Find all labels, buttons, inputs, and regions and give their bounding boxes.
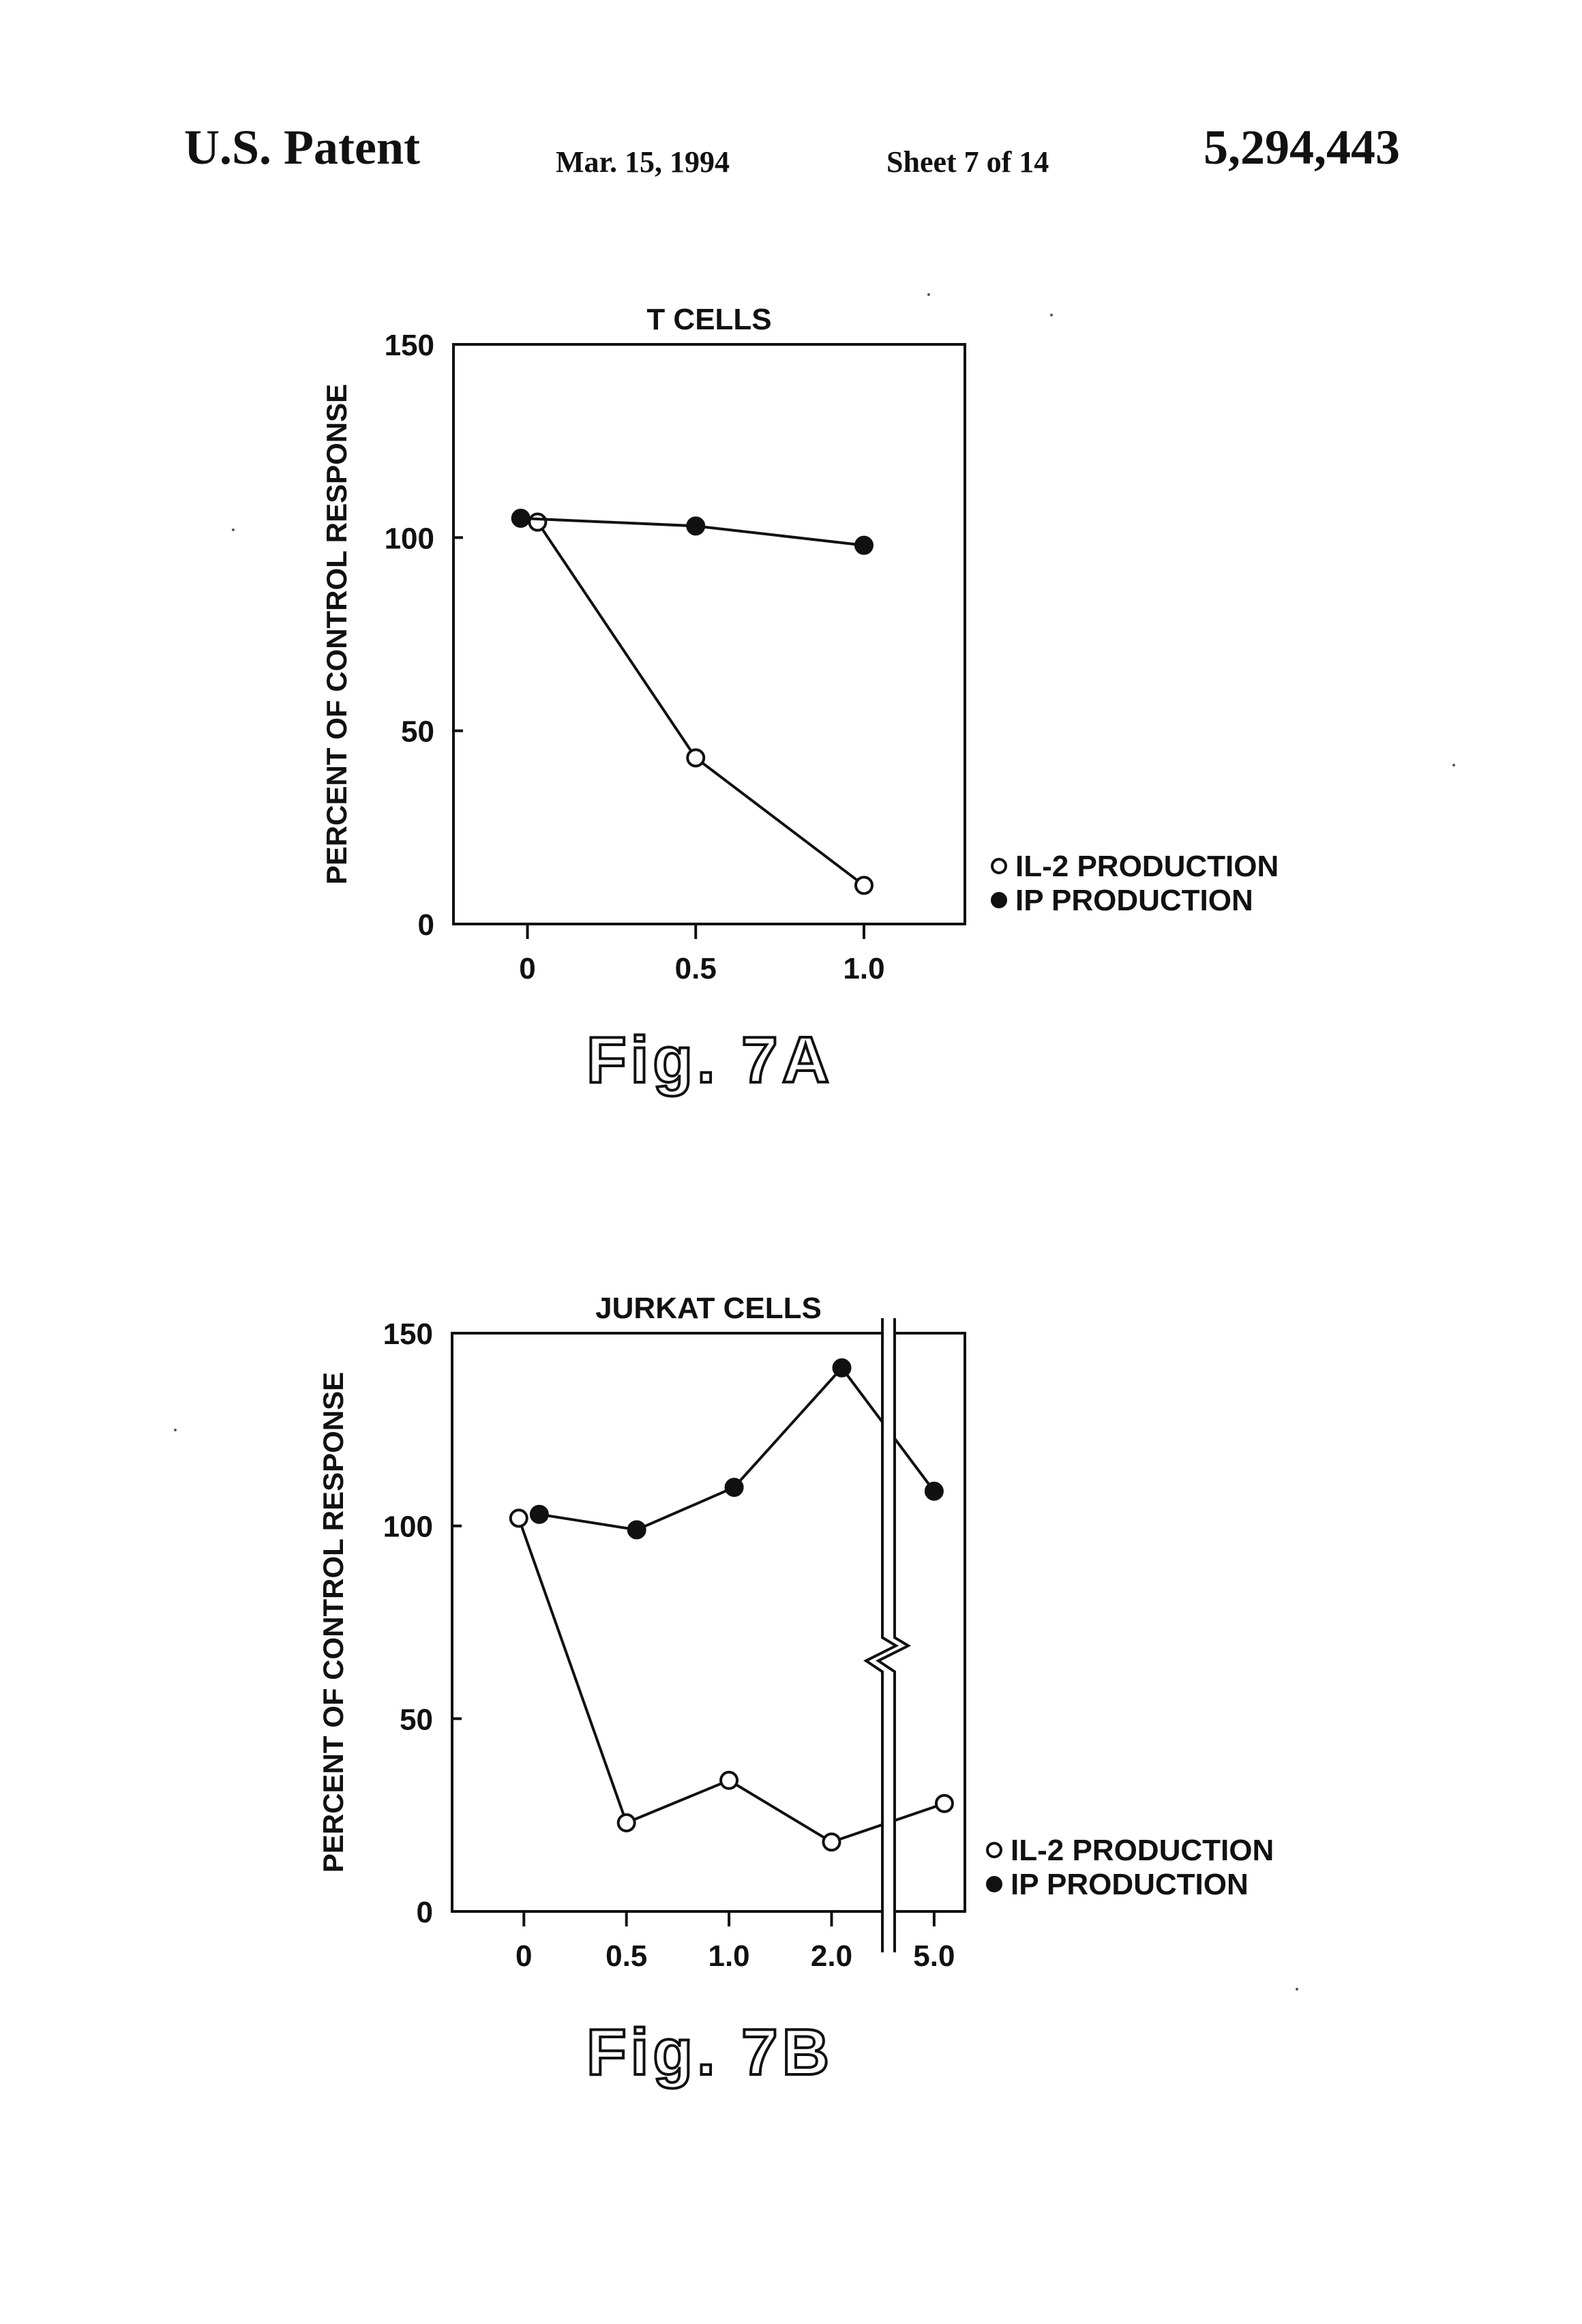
legend-label: IL-2 PRODUCTION <box>1015 850 1279 883</box>
data-point-ip <box>726 1479 743 1495</box>
legend-marker-ip <box>987 1877 1001 1891</box>
data-point-ip <box>531 1506 548 1523</box>
y-axis-label: PERCENT OF CONTROL RESPONSE <box>320 384 353 884</box>
y-tick-label: 50 <box>400 1703 433 1736</box>
data-point-il2 <box>721 1772 737 1789</box>
y-tick-label: 150 <box>385 329 434 362</box>
series-line-ip <box>539 1368 934 1530</box>
x-tick-label: 0.5 <box>675 952 717 982</box>
header-patent-number: 5,294,443 <box>1204 119 1400 176</box>
data-point-il2 <box>936 1796 953 1812</box>
x-tick-label: 2.0 <box>811 1939 852 1973</box>
series-line-il2 <box>519 1518 944 1842</box>
legend-marker-il2 <box>987 1843 1001 1857</box>
figure-label-7a: Fig. 7A <box>586 1023 833 1098</box>
series-line-il2 <box>537 522 864 886</box>
x-tick-label: 0 <box>519 952 535 982</box>
legend-label: IL-2 PRODUCTION <box>1011 1834 1274 1867</box>
chart-fig7b: JURKAT CELLS 0 50 100 150 0 0.5 1.0 2.0 5.0 PERCEN… <box>0 1282 1582 1978</box>
data-point-ip <box>629 1521 645 1538</box>
axis-break-gap <box>882 1330 895 1914</box>
data-point-ip <box>856 537 872 554</box>
legend-label: IP PRODUCTION <box>1015 884 1253 917</box>
data-point-ip <box>926 1483 942 1500</box>
y-tick-label: 100 <box>385 522 434 555</box>
data-point-ip <box>687 518 704 534</box>
data-point-il2 <box>618 1815 635 1831</box>
header-left: U.S. Patent <box>184 119 420 176</box>
x-tick-label: 0 <box>516 1939 532 1973</box>
y-tick-label: 150 <box>383 1317 433 1351</box>
y-tick-label: 0 <box>417 1896 433 1929</box>
header-date: Mar. 15, 1994 <box>556 145 730 179</box>
y-tick-label: 100 <box>383 1510 433 1544</box>
data-point-ip <box>834 1360 850 1376</box>
plot-frame <box>453 344 965 924</box>
chart-fig7a: T CELLS 0 50 100 150 0 0.5 1.0 PERCENT OF CONTRO… <box>0 259 1582 982</box>
figure-label-7b: Fig. 7B <box>586 2015 833 2090</box>
x-tick-label: 0.5 <box>606 1939 647 1973</box>
data-point-il2 <box>511 1510 527 1526</box>
x-tick-label: 1.0 <box>708 1939 749 1973</box>
data-point-il2 <box>823 1834 839 1850</box>
legend-label: IP PRODUCTION <box>1011 1868 1249 1901</box>
y-tick-label: 0 <box>418 908 434 942</box>
legend-marker-il2 <box>992 859 1006 873</box>
x-tick-label: 1.0 <box>843 952 884 982</box>
legend-marker-ip <box>992 893 1006 907</box>
y-tick-label: 50 <box>401 715 434 749</box>
data-point-ip <box>513 510 529 526</box>
chart-title: T CELLS <box>646 303 771 336</box>
data-point-il2 <box>856 877 872 893</box>
chart-title: JURKAT CELLS <box>595 1292 822 1325</box>
header-sheet: Sheet 7 of 14 <box>886 145 1049 179</box>
data-point-il2 <box>687 749 704 766</box>
x-tick-label: 5.0 <box>913 1939 955 1973</box>
data-point-il2 <box>529 514 546 531</box>
y-axis-label: PERCENT OF CONTROL RESPONSE <box>317 1372 349 1873</box>
scan-speck <box>1296 1988 1298 1991</box>
